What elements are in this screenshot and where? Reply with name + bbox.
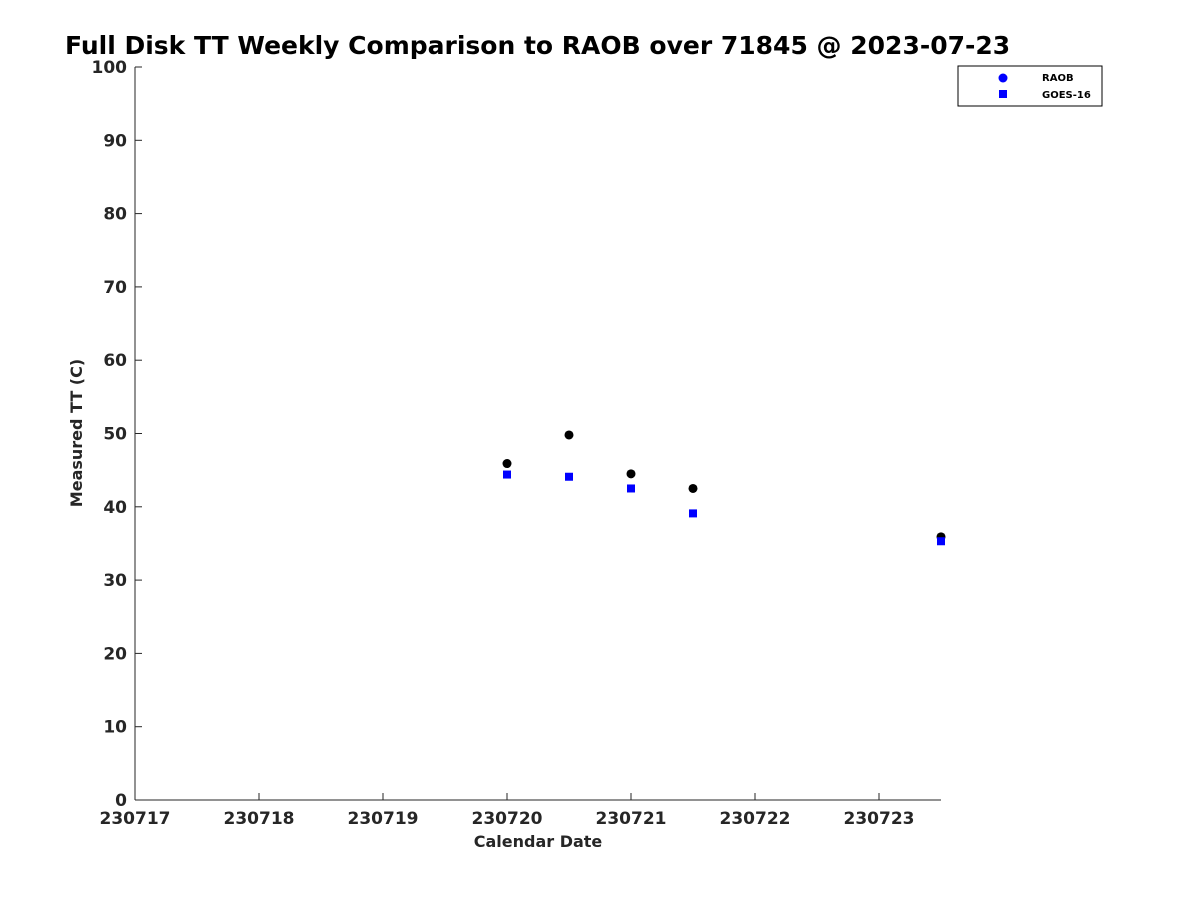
x-axis-ticks: 230717 230718 230719 230720 230721 230722 2307… [100,793,915,829]
y-tick-label: 40 [103,498,127,518]
point-raob [564,430,574,440]
x-tick-label: 230721 [596,809,667,829]
chart-title: Full Disk TT Weekly Comparison to RAOB o… [65,31,1010,60]
y-tick-label: 70 [103,278,127,298]
legend-box [957,65,1103,107]
x-tick-label: 230723 [844,809,915,829]
plot-area [134,67,941,801]
point-raob [502,459,512,469]
legend-marker-raob [998,73,1008,83]
y-tick-label: 60 [103,351,127,371]
x-axis-label: Calendar Date [474,832,603,851]
data-points [502,430,946,546]
y-tick-label: 30 [103,571,127,591]
legend-label-goes16: GOES-16 [1042,90,1091,101]
y-tick-label: 50 [103,425,127,445]
y-axis-ticks: 0 10 20 30 40 50 60 70 80 90 100 [92,58,142,811]
legend-label-raob: RAOB [1042,73,1074,84]
point-goes16 [503,470,511,479]
point-goes16 [627,484,635,493]
legend-marker-goes16 [999,90,1007,98]
legend: RAOB GOES-16 [957,65,1103,107]
x-tick-label: 230718 [224,809,295,829]
y-tick-label: 20 [103,644,127,664]
point-raob [688,483,698,493]
y-tick-label: 100 [92,58,128,78]
point-goes16 [565,472,573,481]
y-axis-label: Measured TT (C) [67,359,86,507]
point-raob [626,469,636,479]
x-tick-label: 230717 [100,809,171,829]
point-goes16 [689,509,697,518]
x-tick-label: 230719 [348,809,419,829]
point-goes16 [937,537,945,546]
y-tick-label: 90 [103,131,127,151]
x-tick-label: 230720 [472,809,543,829]
y-tick-label: 0 [115,791,127,811]
y-tick-label: 10 [103,718,127,738]
x-tick-label: 230722 [720,809,791,829]
y-tick-label: 80 [103,205,127,225]
